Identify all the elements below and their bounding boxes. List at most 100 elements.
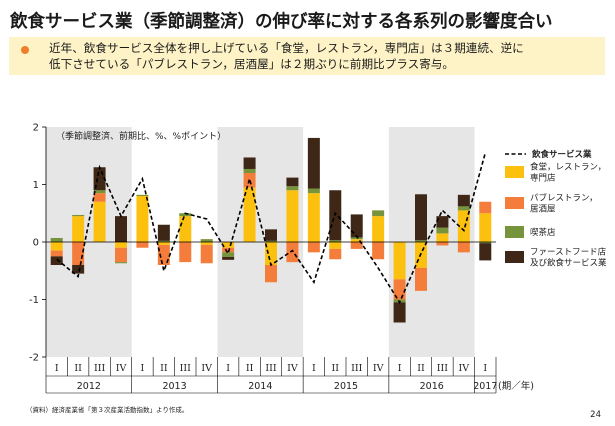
bar-cafe [136, 194, 149, 196]
quarter-label: IV [287, 363, 298, 374]
bar-fastfood [457, 194, 470, 207]
bar-restaurant [393, 242, 406, 280]
bar-restaurant [50, 242, 63, 251]
y-tick-label: -1 [29, 295, 39, 306]
year-label: 2017 [473, 381, 497, 392]
bar-pub [265, 265, 277, 283]
quarter-label: I [55, 363, 59, 374]
quarter-label: IV [201, 363, 212, 374]
bar-pub [136, 242, 149, 248]
quarter-label: II [246, 363, 254, 374]
bar-restaurant [179, 216, 192, 242]
bar-restaurant [286, 190, 299, 242]
year-label: 2013 [162, 381, 186, 392]
bar-fastfood [307, 137, 320, 189]
legend-swatch-fastfood [505, 251, 524, 263]
bar-pub [436, 242, 449, 246]
bar-pub [307, 242, 320, 253]
bullet-dot [21, 46, 29, 54]
quarter-label: II [160, 363, 168, 374]
legend-label: パブレストラン， [530, 193, 598, 204]
y-tick-label: 1 [33, 180, 39, 191]
bar-restaurant [222, 242, 235, 248]
bar-cafe [72, 214, 85, 217]
bar-pub [329, 248, 342, 260]
quarter-label: I [312, 363, 316, 374]
bar-pub [479, 201, 492, 214]
bar-pub [200, 244, 213, 264]
bar-cafe [415, 240, 427, 242]
bar-restaurant [436, 233, 449, 242]
year-label: 2015 [334, 381, 358, 392]
bar-cafe [307, 188, 320, 194]
page-number: 24 [590, 410, 601, 420]
bar-pub [222, 247, 235, 253]
bar-restaurant [307, 193, 320, 242]
bar-fastfood [479, 243, 492, 261]
bar-pub [50, 250, 63, 257]
quarter-label: I [398, 363, 402, 374]
bar-fastfood [115, 216, 127, 242]
legend-label: 及び飲食サービス業 [530, 258, 607, 269]
summary-line-1: 近年、飲食サービス全体を押し上げている「食堂，レストラン，専門店」は３期連続、逆… [49, 41, 524, 55]
y-tick-label: 0 [33, 238, 39, 249]
bar-cafe [457, 206, 470, 211]
bar-pub [415, 267, 427, 291]
bar-cafe [222, 252, 235, 257]
bar-fastfood [286, 177, 299, 187]
summary-text: 近年、飲食サービス全体を押し上げている「食堂，レストラン，専門店」は３期連続、逆… [49, 40, 601, 72]
bar-pub [350, 242, 363, 249]
legend-swatch-pub [505, 197, 524, 209]
bar-cafe [286, 186, 299, 191]
x-axis-label: (期／年) [498, 380, 534, 392]
legend-label: 専門店 [530, 173, 556, 184]
bar-cafe [350, 237, 363, 240]
year-label: 2012 [77, 381, 101, 392]
bar-cafe [372, 210, 385, 217]
bar-restaurant [265, 242, 277, 265]
summary-line-2: 低下させている「パブレストラン，居酒屋」は２期ぶりに前期比プラス寄与。 [49, 57, 454, 71]
bar-restaurant [115, 242, 127, 248]
bar-pub [457, 242, 470, 253]
bar-restaurant [243, 187, 256, 242]
bar-cafe [115, 262, 127, 264]
bar-restaurant [479, 213, 492, 242]
quarter-label: I [141, 363, 145, 374]
bar-restaurant [157, 242, 170, 245]
bar-restaurant [350, 239, 363, 242]
year-label: 2016 [420, 381, 444, 392]
y-tick-label: -2 [29, 353, 39, 364]
quarter-label: IV [459, 363, 470, 374]
legend-swatch-restaurant [505, 166, 524, 178]
bar-pub [393, 279, 406, 300]
bar-pub [115, 247, 127, 263]
page-title: 飲食サービス業（季節調整済）の伸び率に対する各系列の影響度合い [10, 12, 553, 32]
bar-fastfood [157, 224, 170, 241]
bar-restaurant [72, 216, 85, 242]
bar-restaurant [372, 216, 385, 242]
total-line [56, 152, 487, 305]
bar-pub [93, 193, 106, 202]
quarter-label: II [417, 363, 425, 374]
bar-fastfood [393, 302, 406, 323]
quarter-label: II [74, 363, 82, 374]
quarter-label: III [180, 363, 192, 374]
legend-label: ファーストフード店 [530, 247, 607, 258]
bar-restaurant [136, 196, 149, 242]
bar-restaurant [200, 242, 213, 245]
bar-fastfood [72, 265, 85, 274]
bar-fastfood [265, 229, 277, 241]
year-label: 2014 [248, 381, 272, 392]
bar-cafe [329, 240, 342, 242]
legend-label: 食堂，レストラン， [530, 162, 606, 173]
summary-banner: 近年、飲食サービス全体を押し上げている「食堂，レストラン，専門店」は３期連続、逆… [9, 37, 605, 75]
quarter-label: I [483, 363, 487, 374]
bar-cafe [50, 237, 63, 242]
bar-pub [372, 242, 385, 260]
quarter-label: III [437, 363, 449, 374]
bar-cafe [243, 168, 256, 173]
bar-cafe [436, 227, 449, 234]
bar-pub [179, 242, 192, 263]
bar-fastfood [436, 216, 449, 228]
